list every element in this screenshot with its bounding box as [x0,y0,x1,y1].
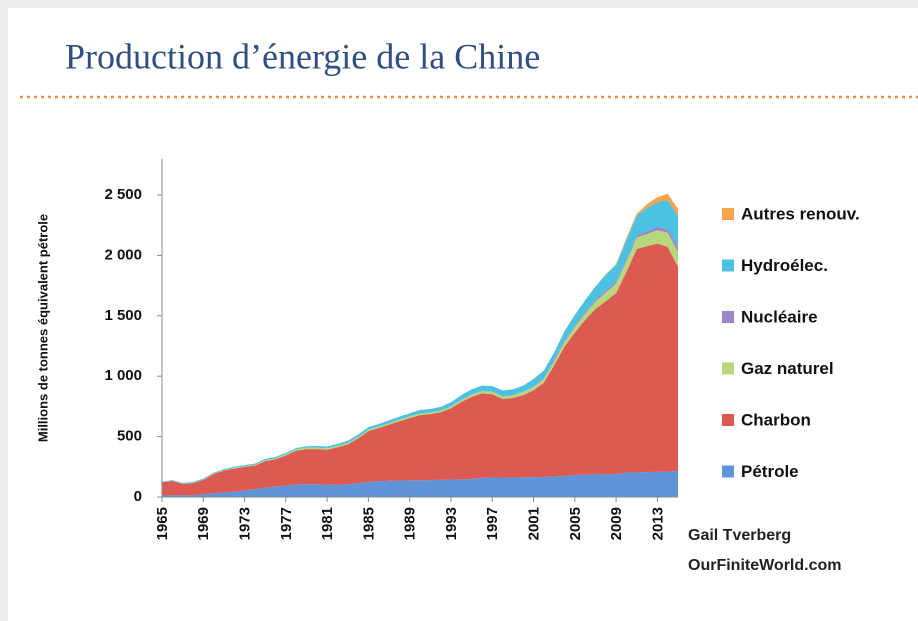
x-tick-label: 2013 [649,507,666,540]
source: OurFiniteWorld.com [688,557,841,574]
x-tick-label: 1973 [237,507,254,540]
y-tick-label: 1 500 [104,307,142,324]
y-tick-label: 500 [117,428,142,445]
legend-label: Gaz naturel [741,359,834,378]
x-tick-label: 2001 [525,507,542,540]
legend-swatch [722,311,734,323]
area [162,471,678,497]
x-tick-label: 1969 [195,507,212,540]
legend-swatch [722,208,734,220]
x-tick-label: 1997 [484,507,501,540]
legend-swatch [722,414,734,426]
legend-label: Charbon [741,410,811,429]
x-tick-label: 1977 [278,507,295,540]
y-tick-label: 1 000 [104,367,142,384]
legend-label: Autres renouv. [741,204,860,223]
area [162,243,678,496]
x-tick-label: 2005 [567,507,584,540]
x-tick-label: 1981 [319,507,336,540]
legend-swatch [722,259,734,272]
slide [8,8,918,621]
x-tick-label: 1985 [360,507,377,540]
legend-label: Nucléaire [741,307,818,326]
y-tick-label: 2 500 [104,186,142,203]
legend-label: Hydroélec. [741,256,828,275]
y-axis-label: Millions de tonnes équivalent pétrole [35,214,50,442]
y-tick-label: 2 000 [104,246,142,263]
source: Gail Tverberg [688,527,791,544]
x-tick-label: 2009 [608,507,625,540]
x-tick-label: 1965 [154,507,171,540]
legend-swatch [722,362,734,375]
chart-title: Production d’énergie de la Chine [65,36,540,76]
y-tick-label: 0 [134,488,142,505]
x-tick-label: 1993 [443,507,460,540]
x-tick-label: 1989 [402,507,419,540]
legend-swatch [722,465,734,478]
legend-label: Pétrole [741,462,799,481]
